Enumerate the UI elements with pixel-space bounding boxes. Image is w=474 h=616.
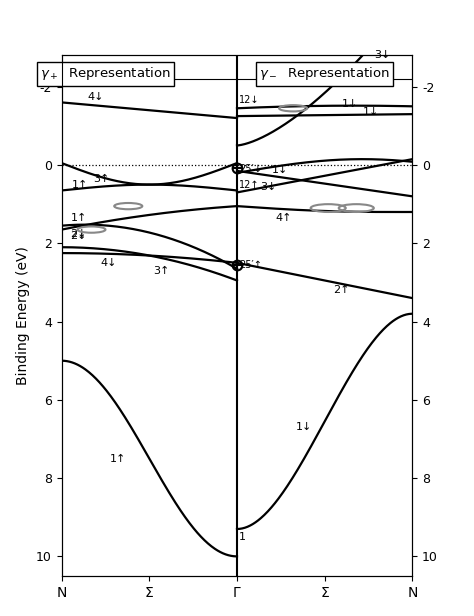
Text: 3↑: 3↑: [93, 174, 109, 184]
Text: 1↑: 1↑: [109, 453, 126, 464]
Text: 1↓: 1↓: [342, 99, 359, 110]
Text: 4↓: 4↓: [100, 258, 117, 268]
Text: 1↑: 1↑: [71, 213, 87, 223]
Text: 25′↑: 25′↑: [239, 260, 262, 270]
Text: 3↓: 3↓: [260, 182, 276, 192]
Text: $\gamma_+$  Representation: $\gamma_+$ Representation: [40, 65, 171, 82]
Text: 1↓: 1↓: [295, 422, 312, 432]
Text: 4↑: 4↑: [275, 213, 292, 223]
Text: 1↓: 1↓: [363, 107, 380, 117]
Text: 25′↓: 25′↓: [239, 164, 262, 174]
Text: 12↑: 12↑: [239, 180, 259, 190]
Text: 1↑: 1↑: [72, 180, 89, 190]
Text: 3↑: 3↑: [153, 265, 169, 276]
Y-axis label: Binding Energy (eV): Binding Energy (eV): [17, 246, 30, 385]
Text: 2↑: 2↑: [333, 285, 350, 295]
Text: $\gamma_-$  Representation: $\gamma_-$ Representation: [259, 65, 390, 82]
Text: 2↓: 2↓: [71, 229, 87, 238]
Text: 1: 1: [239, 532, 246, 542]
Text: 4↓: 4↓: [88, 92, 104, 102]
Text: 1↓: 1↓: [272, 164, 289, 175]
Text: 12↓: 12↓: [239, 95, 259, 105]
Text: 3↓: 3↓: [374, 51, 390, 60]
Text: 2↓: 2↓: [71, 231, 87, 241]
